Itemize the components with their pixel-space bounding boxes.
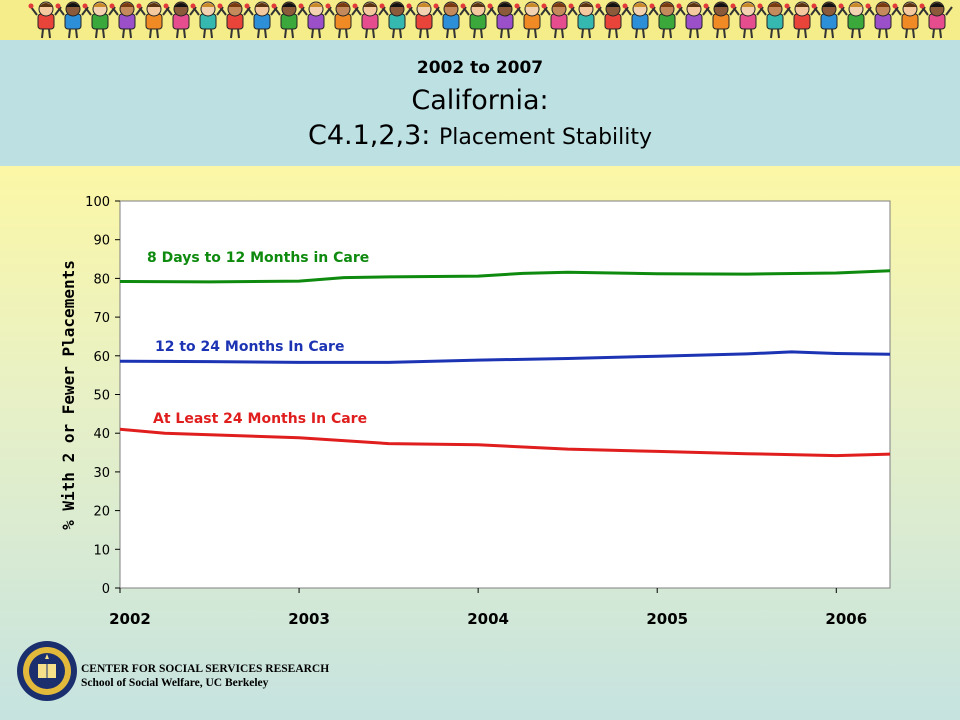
child-figure bbox=[379, 1, 413, 39]
child-figure bbox=[757, 1, 791, 39]
y-tick-label: 50 bbox=[93, 389, 110, 404]
series-layer: 8 Days to 12 Months in Care 12 to 24 Mont… bbox=[119, 250, 891, 458]
x-axis: 2002 2003 2004 2005 2006 bbox=[109, 588, 867, 628]
y-tick-label: 80 bbox=[93, 272, 110, 287]
child-figure bbox=[55, 1, 89, 39]
y-tick-label: 10 bbox=[93, 543, 110, 558]
child-figure bbox=[703, 1, 737, 39]
y-tick-label: 0 bbox=[102, 582, 110, 597]
child-figure bbox=[541, 1, 575, 39]
y-tick-label: 60 bbox=[93, 350, 110, 365]
child-figure bbox=[865, 1, 899, 39]
measure-name: Placement Stability bbox=[438, 125, 653, 150]
y-axis-label: % With 2 or Fewer Placements bbox=[59, 260, 78, 530]
y-tick-label: 30 bbox=[93, 466, 110, 481]
child-figure bbox=[919, 1, 953, 39]
chart-title-line2: C4.1,2,3: Placement Stability bbox=[0, 120, 960, 151]
child-figure bbox=[217, 1, 251, 39]
series-label: 12 to 24 Months In Care bbox=[155, 339, 344, 355]
series-line bbox=[119, 427, 891, 458]
child-figure bbox=[730, 1, 764, 39]
child-figure bbox=[82, 1, 116, 39]
chart-subtitle: 2002 to 2007 bbox=[416, 58, 544, 78]
child-figure bbox=[892, 1, 926, 39]
measure-code: C4.1,2,3: bbox=[307, 120, 431, 151]
child-figure bbox=[136, 1, 170, 39]
child-figure bbox=[676, 1, 710, 39]
y-tick-label: 70 bbox=[93, 311, 110, 326]
child-figure bbox=[325, 1, 359, 39]
child-figure bbox=[622, 1, 656, 39]
series-line bbox=[119, 269, 891, 284]
series-line bbox=[119, 350, 891, 364]
y-axis: 0 10 20 30 40 50 60 70 80 90 100 bbox=[85, 195, 120, 597]
footer-organization: CENTER FOR SOCIAL SERVICES RESEARCH Scho… bbox=[81, 662, 329, 690]
y-tick-label: 40 bbox=[93, 427, 110, 442]
series-label: At Least 24 Months In Care bbox=[153, 411, 367, 427]
child-figure bbox=[649, 1, 683, 39]
x-tick-label: 2006 bbox=[825, 610, 867, 628]
x-tick-label: 2005 bbox=[646, 610, 688, 628]
child-figure bbox=[352, 1, 386, 39]
uc-seal-icon bbox=[17, 641, 77, 701]
child-figure bbox=[109, 1, 143, 39]
x-tick-label: 2002 bbox=[109, 610, 151, 628]
child-figure bbox=[514, 1, 548, 39]
x-tick-label: 2003 bbox=[288, 610, 330, 628]
y-tick-label: 100 bbox=[85, 195, 110, 210]
child-figure bbox=[271, 1, 305, 39]
plot-area bbox=[119, 200, 891, 589]
child-figure bbox=[595, 1, 629, 39]
y-tick-label: 90 bbox=[93, 234, 110, 249]
child-figure bbox=[163, 1, 197, 39]
child-figure bbox=[487, 1, 521, 39]
title-panel bbox=[0, 40, 960, 166]
cartoon-children-banner bbox=[0, 0, 960, 40]
x-tick-label: 2004 bbox=[467, 610, 509, 628]
series-label: 8 Days to 12 Months in Care bbox=[147, 250, 369, 266]
child-figure bbox=[568, 1, 602, 39]
child-figure bbox=[406, 1, 440, 39]
child-figure bbox=[460, 1, 494, 39]
cartoon-children-icon bbox=[28, 1, 953, 39]
org-name: CENTER FOR SOCIAL SERVICES RESEARCH bbox=[81, 663, 330, 675]
child-figure bbox=[784, 1, 818, 39]
child-figure bbox=[838, 1, 872, 39]
child-figure bbox=[190, 1, 224, 39]
y-tick-label: 20 bbox=[93, 505, 110, 520]
org-department: School of Social Welfare, UC Berkeley bbox=[81, 677, 269, 689]
chart-title-line1: California: bbox=[411, 85, 549, 116]
